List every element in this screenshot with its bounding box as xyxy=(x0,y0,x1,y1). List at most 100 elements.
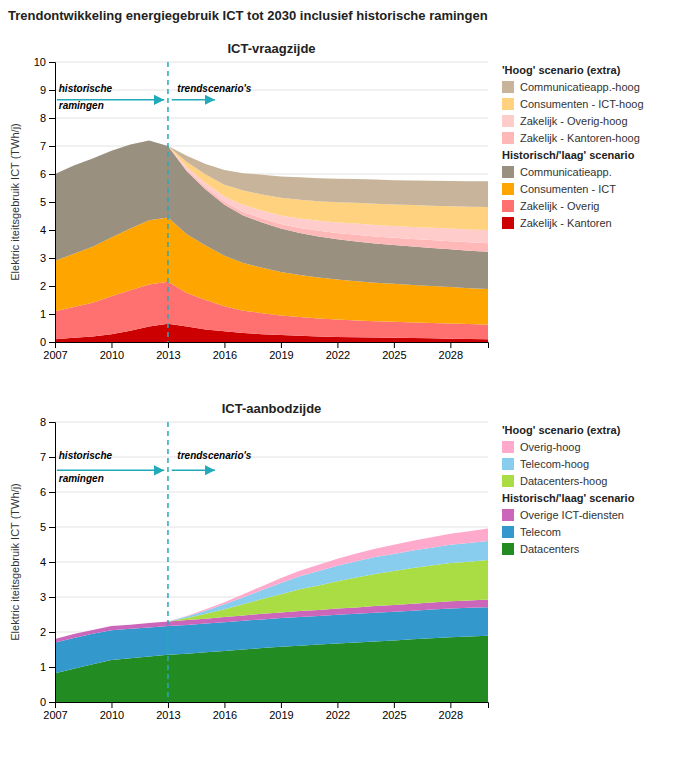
tick-label: 2 xyxy=(40,626,46,638)
tick-label: 2025 xyxy=(382,709,406,721)
tick-mark xyxy=(281,702,282,708)
legend: 'Hoog' scenario (extra)Overig-hoogTeleco… xyxy=(502,424,635,555)
tick: 2025 xyxy=(382,342,406,361)
legend-swatch xyxy=(502,81,514,93)
tick-mark xyxy=(168,342,169,348)
annotation: ramingen xyxy=(59,473,104,484)
tick-mark xyxy=(49,342,55,343)
annotation: historische xyxy=(59,83,113,94)
chart: 2007201020132016201920222025202801234567… xyxy=(9,401,635,721)
tick-label: 3 xyxy=(40,591,46,603)
annotation-arrow xyxy=(172,470,215,472)
tick-label: 8 xyxy=(40,416,46,428)
legend-swatch xyxy=(502,115,514,127)
grid-line xyxy=(55,90,488,91)
tick: 4 xyxy=(40,556,55,568)
legend-label: Zakelijk - Overig xyxy=(520,200,599,212)
y-axis: 012345678 xyxy=(40,416,56,708)
tick: 2022 xyxy=(326,702,350,721)
tick-mark xyxy=(450,342,451,348)
tick: 3 xyxy=(40,252,55,264)
tick-label: 2007 xyxy=(43,349,67,361)
tick-mark xyxy=(111,342,112,348)
tick: 6 xyxy=(40,168,55,180)
tick-mark xyxy=(49,632,55,633)
annotation: trendscenario's xyxy=(177,83,252,94)
legend-swatch xyxy=(502,475,514,487)
axis-domain xyxy=(49,63,56,343)
reference-line xyxy=(167,62,169,342)
tick: 0 xyxy=(40,336,55,348)
tick: 2007 xyxy=(43,702,67,721)
tick: 2 xyxy=(40,280,55,292)
legend-header: Historisch/'laag' scenario xyxy=(502,492,635,504)
tick-label: 2019 xyxy=(269,709,293,721)
grid-line xyxy=(55,422,488,423)
legend: 'Hoog' scenario (extra) Communicatieapp.-… xyxy=(502,64,644,229)
legend-label: Zakelijk - Kantoren-hoog xyxy=(520,132,640,144)
legend-label: Telecom-hoog xyxy=(520,458,589,470)
tick-label: 0 xyxy=(40,336,46,348)
tick-label: 2025 xyxy=(382,349,406,361)
legend-label: Communicatieapp. xyxy=(520,166,612,178)
legend-header: 'Hoog' scenario (extra) xyxy=(502,64,621,76)
chart-title: ICT-aanbodzijde xyxy=(222,401,322,416)
chart-title: ICT-vraagzijde xyxy=(227,41,315,56)
tick: 6 xyxy=(40,486,55,498)
tick-mark xyxy=(49,146,55,147)
tick-mark xyxy=(450,702,451,708)
tick-mark xyxy=(49,202,55,203)
y-axis: 012345678910 xyxy=(34,56,56,348)
tick-label: 1 xyxy=(40,308,46,320)
tick-mark xyxy=(337,702,338,708)
x-axis: 20072010201320162019202220252028 xyxy=(43,342,488,361)
tick-label: 2019 xyxy=(269,349,293,361)
tick-mark xyxy=(224,342,225,348)
area xyxy=(55,140,488,243)
tick: 2022 xyxy=(326,342,350,361)
tick-mark xyxy=(49,258,55,259)
tick-mark xyxy=(337,342,338,348)
legend-header: 'Hoog' scenario (extra) xyxy=(502,424,621,436)
tick-label: 9 xyxy=(40,84,46,96)
tick: 2 xyxy=(40,626,55,638)
annotation-arrow xyxy=(57,470,164,472)
legend-swatch xyxy=(502,166,514,178)
axis-domain xyxy=(49,423,56,703)
legend-label: Datacenters xyxy=(520,543,580,555)
area xyxy=(55,140,488,207)
legend-label: Communicatieapp.-hoog xyxy=(520,81,640,93)
tick-mark xyxy=(49,286,55,287)
tick: 8 xyxy=(40,112,55,124)
tick-mark xyxy=(49,230,55,231)
main-title: Trendontwikkeling energiegebruik ICT tot… xyxy=(8,8,488,23)
tick-mark xyxy=(49,90,55,91)
grid xyxy=(55,62,488,342)
tick-mark xyxy=(281,342,282,348)
tick: 2028 xyxy=(439,342,463,361)
tick-label: 7 xyxy=(40,451,46,463)
tick-label: 8 xyxy=(40,112,46,124)
chart: 2007201020132016201920222025202801234567… xyxy=(9,41,644,361)
tick-label: 2007 xyxy=(43,709,67,721)
tick-mark xyxy=(49,597,55,598)
tick-mark xyxy=(49,492,55,493)
tick-mark xyxy=(49,667,55,668)
tick: 7 xyxy=(40,140,55,152)
annotations: historischeramingentrendscenario's xyxy=(57,83,252,111)
legend-label: Telecom xyxy=(520,526,561,538)
tick: 5 xyxy=(40,196,55,208)
tick: 2019 xyxy=(269,342,293,361)
tick: 8 xyxy=(40,416,55,428)
legend-label: Zakelijk - Kantoren xyxy=(520,217,612,229)
annotations: historischeramingentrendscenario's xyxy=(57,450,252,484)
area xyxy=(55,560,488,639)
tick-mark xyxy=(49,174,55,175)
legend-swatch xyxy=(502,200,514,212)
grid-line xyxy=(55,62,488,63)
tick-label: 2022 xyxy=(326,709,350,721)
legend-swatch xyxy=(502,543,514,555)
legend-swatch xyxy=(502,526,514,538)
tick: 1 xyxy=(40,661,55,673)
tick-label: 2028 xyxy=(439,709,463,721)
